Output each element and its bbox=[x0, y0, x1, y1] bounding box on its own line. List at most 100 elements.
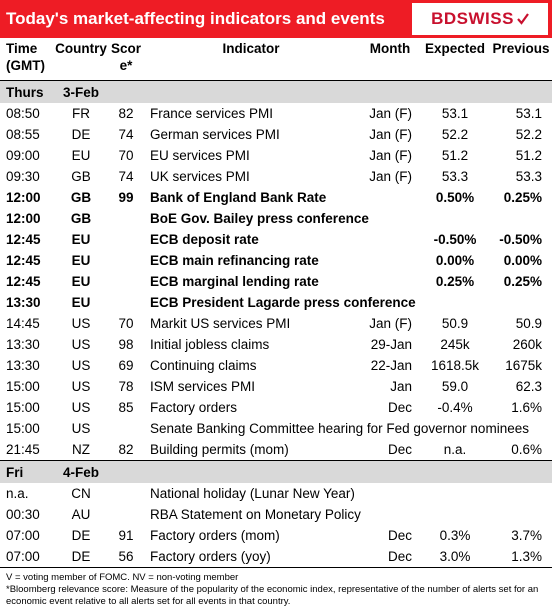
table-row: 15:00 US 78 ISM services PMI Jan 59.0 62.3 bbox=[0, 376, 552, 397]
row-indicator: ISM services PMI bbox=[150, 379, 256, 394]
row-score: 70 bbox=[118, 316, 134, 331]
header-score: Score* bbox=[110, 38, 142, 81]
row-time: 12:00 bbox=[6, 190, 41, 205]
row-previous: 0.6% bbox=[511, 442, 542, 457]
row-country: US bbox=[71, 379, 91, 394]
row-score bbox=[110, 250, 142, 271]
row-indicator: ECB President Lagarde press conference bbox=[150, 295, 416, 310]
row-expected: 53.1 bbox=[441, 106, 469, 121]
row-indicator: Factory orders (yoy) bbox=[150, 549, 271, 564]
row-indicator: ECB deposit rate bbox=[150, 232, 259, 247]
row-month: Jan (F) bbox=[369, 148, 412, 163]
row-time: 08:55 bbox=[6, 127, 40, 142]
row-previous: 260k bbox=[512, 337, 542, 352]
row-indicator: UK services PMI bbox=[150, 169, 250, 184]
row-month: 22-Jan bbox=[370, 358, 412, 373]
row-score: 91 bbox=[118, 528, 134, 543]
row-previous: 53.1 bbox=[515, 106, 542, 121]
row-indicator: Bank of England Bank Rate bbox=[150, 190, 327, 205]
row-expected: 59.0 bbox=[441, 379, 469, 394]
row-indicator: France services PMI bbox=[150, 106, 274, 121]
day-row: Fri 4-Feb bbox=[0, 460, 552, 483]
row-time: 07:00 bbox=[6, 528, 40, 543]
row-time: 12:45 bbox=[6, 274, 41, 289]
row-time: 13:30 bbox=[6, 295, 41, 310]
row-score bbox=[110, 483, 142, 504]
row-country: CN bbox=[71, 486, 91, 501]
row-score: 98 bbox=[118, 337, 134, 352]
row-previous: -0.50% bbox=[499, 232, 542, 247]
row-indicator: EU services PMI bbox=[150, 148, 250, 163]
row-indicator: Markit US services PMI bbox=[150, 316, 291, 331]
row-time: 21:45 bbox=[6, 442, 40, 457]
row-country: EU bbox=[71, 232, 91, 247]
table-row: 09:30 GB 74 UK services PMI Jan (F) 53.3 53.3 bbox=[0, 166, 552, 187]
row-indicator: German services PMI bbox=[150, 127, 280, 142]
row-month: Dec bbox=[387, 528, 412, 543]
row-indicator: Continuing claims bbox=[150, 358, 257, 373]
row-country: DE bbox=[71, 549, 91, 564]
row-expected: -0.4% bbox=[437, 400, 473, 415]
calendar-table: Time (GMT) Country Score* Indicator Mont… bbox=[0, 38, 552, 567]
day-date: 3-Feb bbox=[52, 80, 110, 103]
row-month bbox=[360, 250, 420, 271]
day-fill bbox=[110, 80, 552, 103]
row-country: GB bbox=[70, 211, 92, 226]
row-country: US bbox=[71, 316, 91, 331]
table-row: 12:00 GB BoE Gov. Bailey press conference bbox=[0, 208, 552, 229]
row-score bbox=[110, 208, 142, 229]
row-previous: 0.00% bbox=[503, 253, 542, 268]
row-month bbox=[360, 187, 420, 208]
row-previous: 1675k bbox=[505, 358, 542, 373]
row-month: Jan (F) bbox=[369, 127, 412, 142]
header-country: Country bbox=[52, 38, 110, 81]
row-indicator: Building permits (mom) bbox=[150, 442, 289, 457]
table-row: 12:45 EU ECB deposit rate -0.50% -0.50% bbox=[0, 229, 552, 250]
row-previous: 0.25% bbox=[503, 190, 542, 205]
row-score bbox=[110, 504, 142, 525]
row-expected: 0.3% bbox=[439, 528, 471, 543]
row-score: 82 bbox=[118, 442, 134, 457]
row-indicator: National holiday (Lunar New Year) bbox=[150, 486, 355, 501]
header-indicator: Indicator bbox=[142, 38, 360, 81]
row-indicator: Senate Banking Committee hearing for Fed… bbox=[150, 421, 529, 436]
row-country: AU bbox=[71, 507, 91, 522]
table-row: 12:45 EU ECB main refinancing rate 0.00% 0.0… bbox=[0, 250, 552, 271]
row-month: Dec bbox=[387, 549, 412, 564]
table-row: 12:00 GB 99 Bank of England Bank Rate 0.50% 0… bbox=[0, 187, 552, 208]
row-expected: 245k bbox=[440, 337, 470, 352]
row-country: EU bbox=[71, 253, 91, 268]
row-time: 13:30 bbox=[6, 337, 40, 352]
row-time: 15:00 bbox=[6, 379, 40, 394]
row-expected: 1618.5k bbox=[430, 358, 480, 373]
row-previous: 52.2 bbox=[515, 127, 542, 142]
table-row: 21:45 NZ 82 Building permits (mom) Dec n.a. 0.… bbox=[0, 439, 552, 461]
row-previous: 0.25% bbox=[503, 274, 542, 289]
row-score bbox=[110, 418, 142, 439]
row-time: 09:00 bbox=[6, 148, 40, 163]
row-previous: 50.9 bbox=[515, 316, 542, 331]
row-expected: n.a. bbox=[443, 442, 467, 457]
table-row: n.a. CN National holiday (Lunar New Year) bbox=[0, 483, 552, 504]
footnote-voting: V = voting member of FOMC. NV = non-voti… bbox=[6, 572, 239, 583]
row-month: Jan (F) bbox=[369, 169, 412, 184]
row-score: 56 bbox=[118, 549, 134, 564]
header-expected: Expected bbox=[420, 38, 490, 81]
row-country: US bbox=[71, 337, 91, 352]
row-score bbox=[110, 271, 142, 292]
row-country: US bbox=[71, 400, 91, 415]
row-country: EU bbox=[71, 148, 91, 163]
row-time: n.a. bbox=[6, 486, 29, 501]
table-row: 09:00 EU 70 EU services PMI Jan (F) 51.2 51.2 bbox=[0, 145, 552, 166]
row-time: 08:50 bbox=[6, 106, 40, 121]
table-row: 07:00 DE 56 Factory orders (yoy) Dec 3.0% 1.3% bbox=[0, 546, 552, 567]
header-row: Time (GMT) Country Score* Indicator Mont… bbox=[0, 38, 552, 81]
row-month: Dec bbox=[387, 400, 412, 415]
row-time: 07:00 bbox=[6, 549, 40, 564]
row-country: NZ bbox=[72, 442, 90, 457]
row-time: 12:00 bbox=[6, 211, 41, 226]
day-label: Fri bbox=[0, 460, 52, 483]
day-date: 4-Feb bbox=[52, 460, 110, 483]
table-row: 00:30 AU RBA Statement on Monetary Policy bbox=[0, 504, 552, 525]
table-row: 13:30 EU ECB President Lagarde press confe… bbox=[0, 292, 552, 313]
